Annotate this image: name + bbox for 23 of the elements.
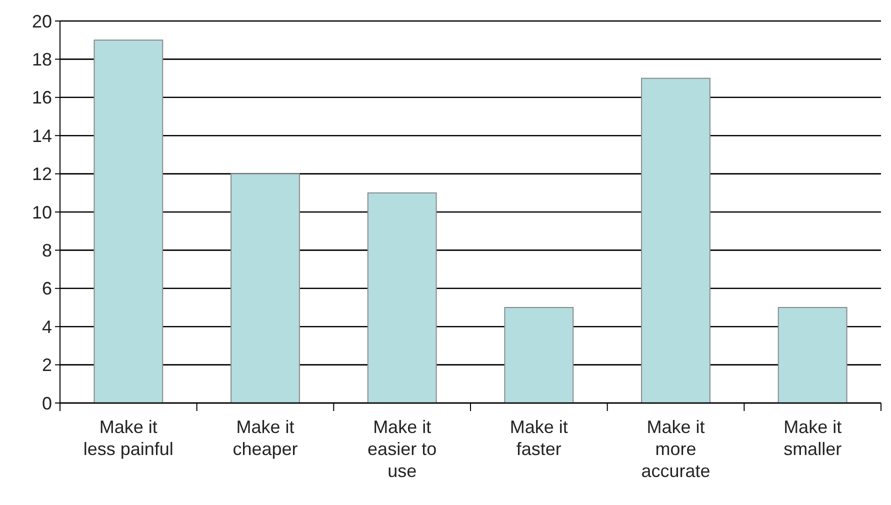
y-tick-label: 4	[42, 316, 52, 337]
y-tick-label: 2	[42, 355, 52, 376]
y-tick-label: 8	[42, 240, 52, 260]
x-tick-label: Make it more accurate	[641, 417, 710, 481]
bar	[641, 78, 710, 404]
y-tick-label: 14	[32, 126, 52, 146]
x-tick-label: Make it faster	[510, 417, 568, 459]
x-tick-label: Make it smaller	[784, 417, 842, 459]
bar	[778, 307, 848, 404]
y-tick-label: 18	[32, 50, 52, 70]
y-tick-label: 10	[32, 202, 52, 222]
bar	[94, 40, 164, 404]
x-tick-label: Make it cheaper	[232, 417, 298, 459]
bar	[504, 307, 574, 404]
y-tick-label: 16	[32, 88, 52, 108]
y-tick-label: 0	[42, 393, 52, 414]
y-tick-label: 20	[32, 11, 52, 32]
bar	[230, 173, 300, 404]
y-tick-label: 6	[42, 278, 52, 299]
y-tick-label: 12	[32, 164, 52, 184]
bar	[367, 192, 437, 404]
x-tick-label: Make it easier to use	[368, 417, 437, 481]
x-tick-label: Make it less painful	[83, 417, 174, 459]
